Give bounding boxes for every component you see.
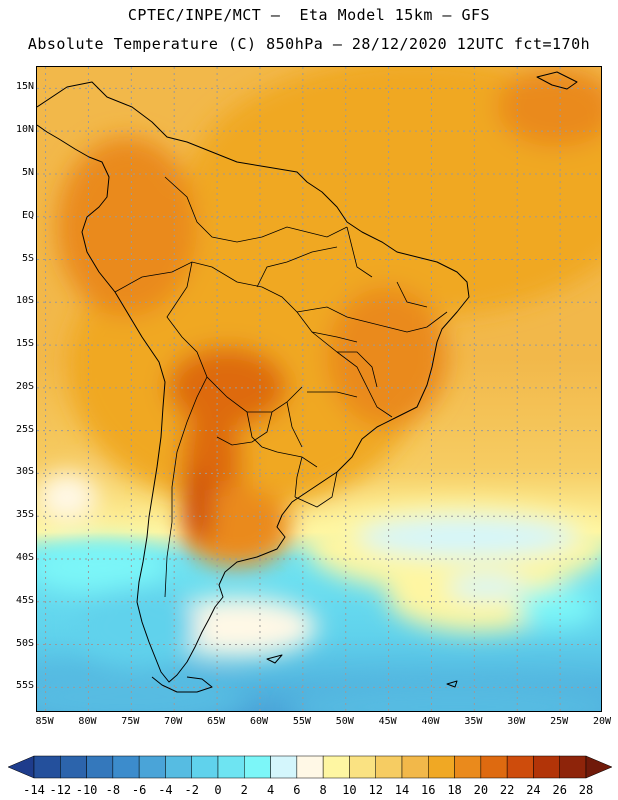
colorbar-swatch <box>401 755 429 779</box>
colorbar-label: -14 <box>23 783 45 797</box>
latitude-label: 25S <box>15 423 34 435</box>
longitude-label: 75W <box>121 716 140 727</box>
longitude-label: 45W <box>378 716 397 727</box>
latitude-label: 15S <box>15 338 34 350</box>
colorbar-swatch <box>191 755 219 779</box>
colorbar-label: -8 <box>105 783 121 797</box>
colorbar-label: 12 <box>368 783 383 797</box>
latitude-label: 10N <box>15 124 34 136</box>
longitude-label: 80W <box>78 716 97 727</box>
latitude-label: 50S <box>15 637 34 649</box>
longitude-label: 65W <box>207 716 226 727</box>
colorbar-swatch <box>217 755 245 779</box>
colorbar-label: 2 <box>240 783 248 797</box>
temperature-map <box>36 66 602 712</box>
latitude-label: 30S <box>15 466 34 478</box>
colorbar-swatch <box>349 755 376 779</box>
colorbar-swatch <box>506 755 534 779</box>
colorbar-label: 0 <box>214 783 222 797</box>
colorbar-label: 4 <box>266 783 275 797</box>
colorbar-label: 18 <box>447 783 462 797</box>
latitude-label: 35S <box>15 509 34 521</box>
colorbar-swatch <box>86 755 114 779</box>
lat-lon-grid <box>37 67 601 711</box>
longitude-label: 85W <box>35 716 54 727</box>
colorbar-label: 16 <box>421 783 436 797</box>
colorbar-swatch <box>270 755 298 779</box>
colorbar-label: -2 <box>184 783 199 797</box>
longitude-label: 50W <box>335 716 354 727</box>
colorbar-label: 24 <box>526 783 541 797</box>
temperature-field <box>37 67 601 711</box>
latitude-label: 55S <box>15 680 34 692</box>
latitude-label: 20S <box>15 380 34 392</box>
colorbar-swatch <box>480 755 508 779</box>
longitude-label: 25W <box>550 716 569 727</box>
colorbar-swatch <box>165 755 192 779</box>
latitude-label: 40S <box>15 551 34 563</box>
colorbar-swatch <box>533 755 560 779</box>
longitude-label: 70W <box>164 716 183 727</box>
colorbar-min-triangle <box>7 755 35 779</box>
colorbar-swatch <box>60 755 87 779</box>
chart-title-line1: CPTEC/INPE/MCT – Eta Model 15km – GFS <box>127 6 491 24</box>
colorbar-label: -12 <box>49 783 72 797</box>
colorbar-label: 8 <box>319 783 327 797</box>
country-boundaries <box>114 176 448 598</box>
latitude-label: 15N <box>15 81 34 93</box>
colorbar-swatch <box>296 755 324 779</box>
colorbar-label: 10 <box>342 783 357 797</box>
colorbar-swatch <box>559 755 587 779</box>
colorbar-swatch <box>33 755 61 779</box>
longitude-label: 20W <box>592 716 612 727</box>
colorbar-swatch <box>244 755 271 779</box>
latitude-label: 45S <box>15 594 34 606</box>
colorbar-swatch <box>112 755 140 779</box>
colorbar-max-triangle <box>585 755 613 779</box>
longitude-label: 60W <box>249 716 268 727</box>
longitude-label: 40W <box>421 716 440 727</box>
colorbar-swatch <box>322 755 350 779</box>
colorbar-swatch <box>428 755 455 779</box>
chart-title-line2: Absolute Temperature (C) 850hPa – 28/12/… <box>27 35 591 53</box>
latitude-label: 5N <box>21 166 34 178</box>
longitude-label: 55W <box>292 716 311 727</box>
longitude-label: 30W <box>507 716 526 727</box>
colorbar-label: -4 <box>158 783 173 797</box>
colorbar <box>0 750 618 800</box>
latitude-label: 10S <box>15 295 34 307</box>
colorbar-label: 22 <box>499 783 515 797</box>
colorbar-label: 6 <box>293 783 301 797</box>
latitude-label: 5S <box>21 252 34 264</box>
coastline <box>37 71 578 693</box>
colorbar-swatch <box>454 755 482 779</box>
colorbar-label: 20 <box>473 783 489 797</box>
latitude-label: EQ <box>21 209 34 221</box>
colorbar-label: -10 <box>75 783 98 797</box>
longitude-label: 35W <box>464 716 483 727</box>
colorbar-label: 14 <box>394 783 410 797</box>
colorbar-swatch <box>375 755 403 779</box>
colorbar-label: 28 <box>578 783 594 797</box>
colorbar-label: -6 <box>131 783 147 797</box>
colorbar-label: 26 <box>552 783 567 797</box>
colorbar-swatch <box>138 755 166 779</box>
